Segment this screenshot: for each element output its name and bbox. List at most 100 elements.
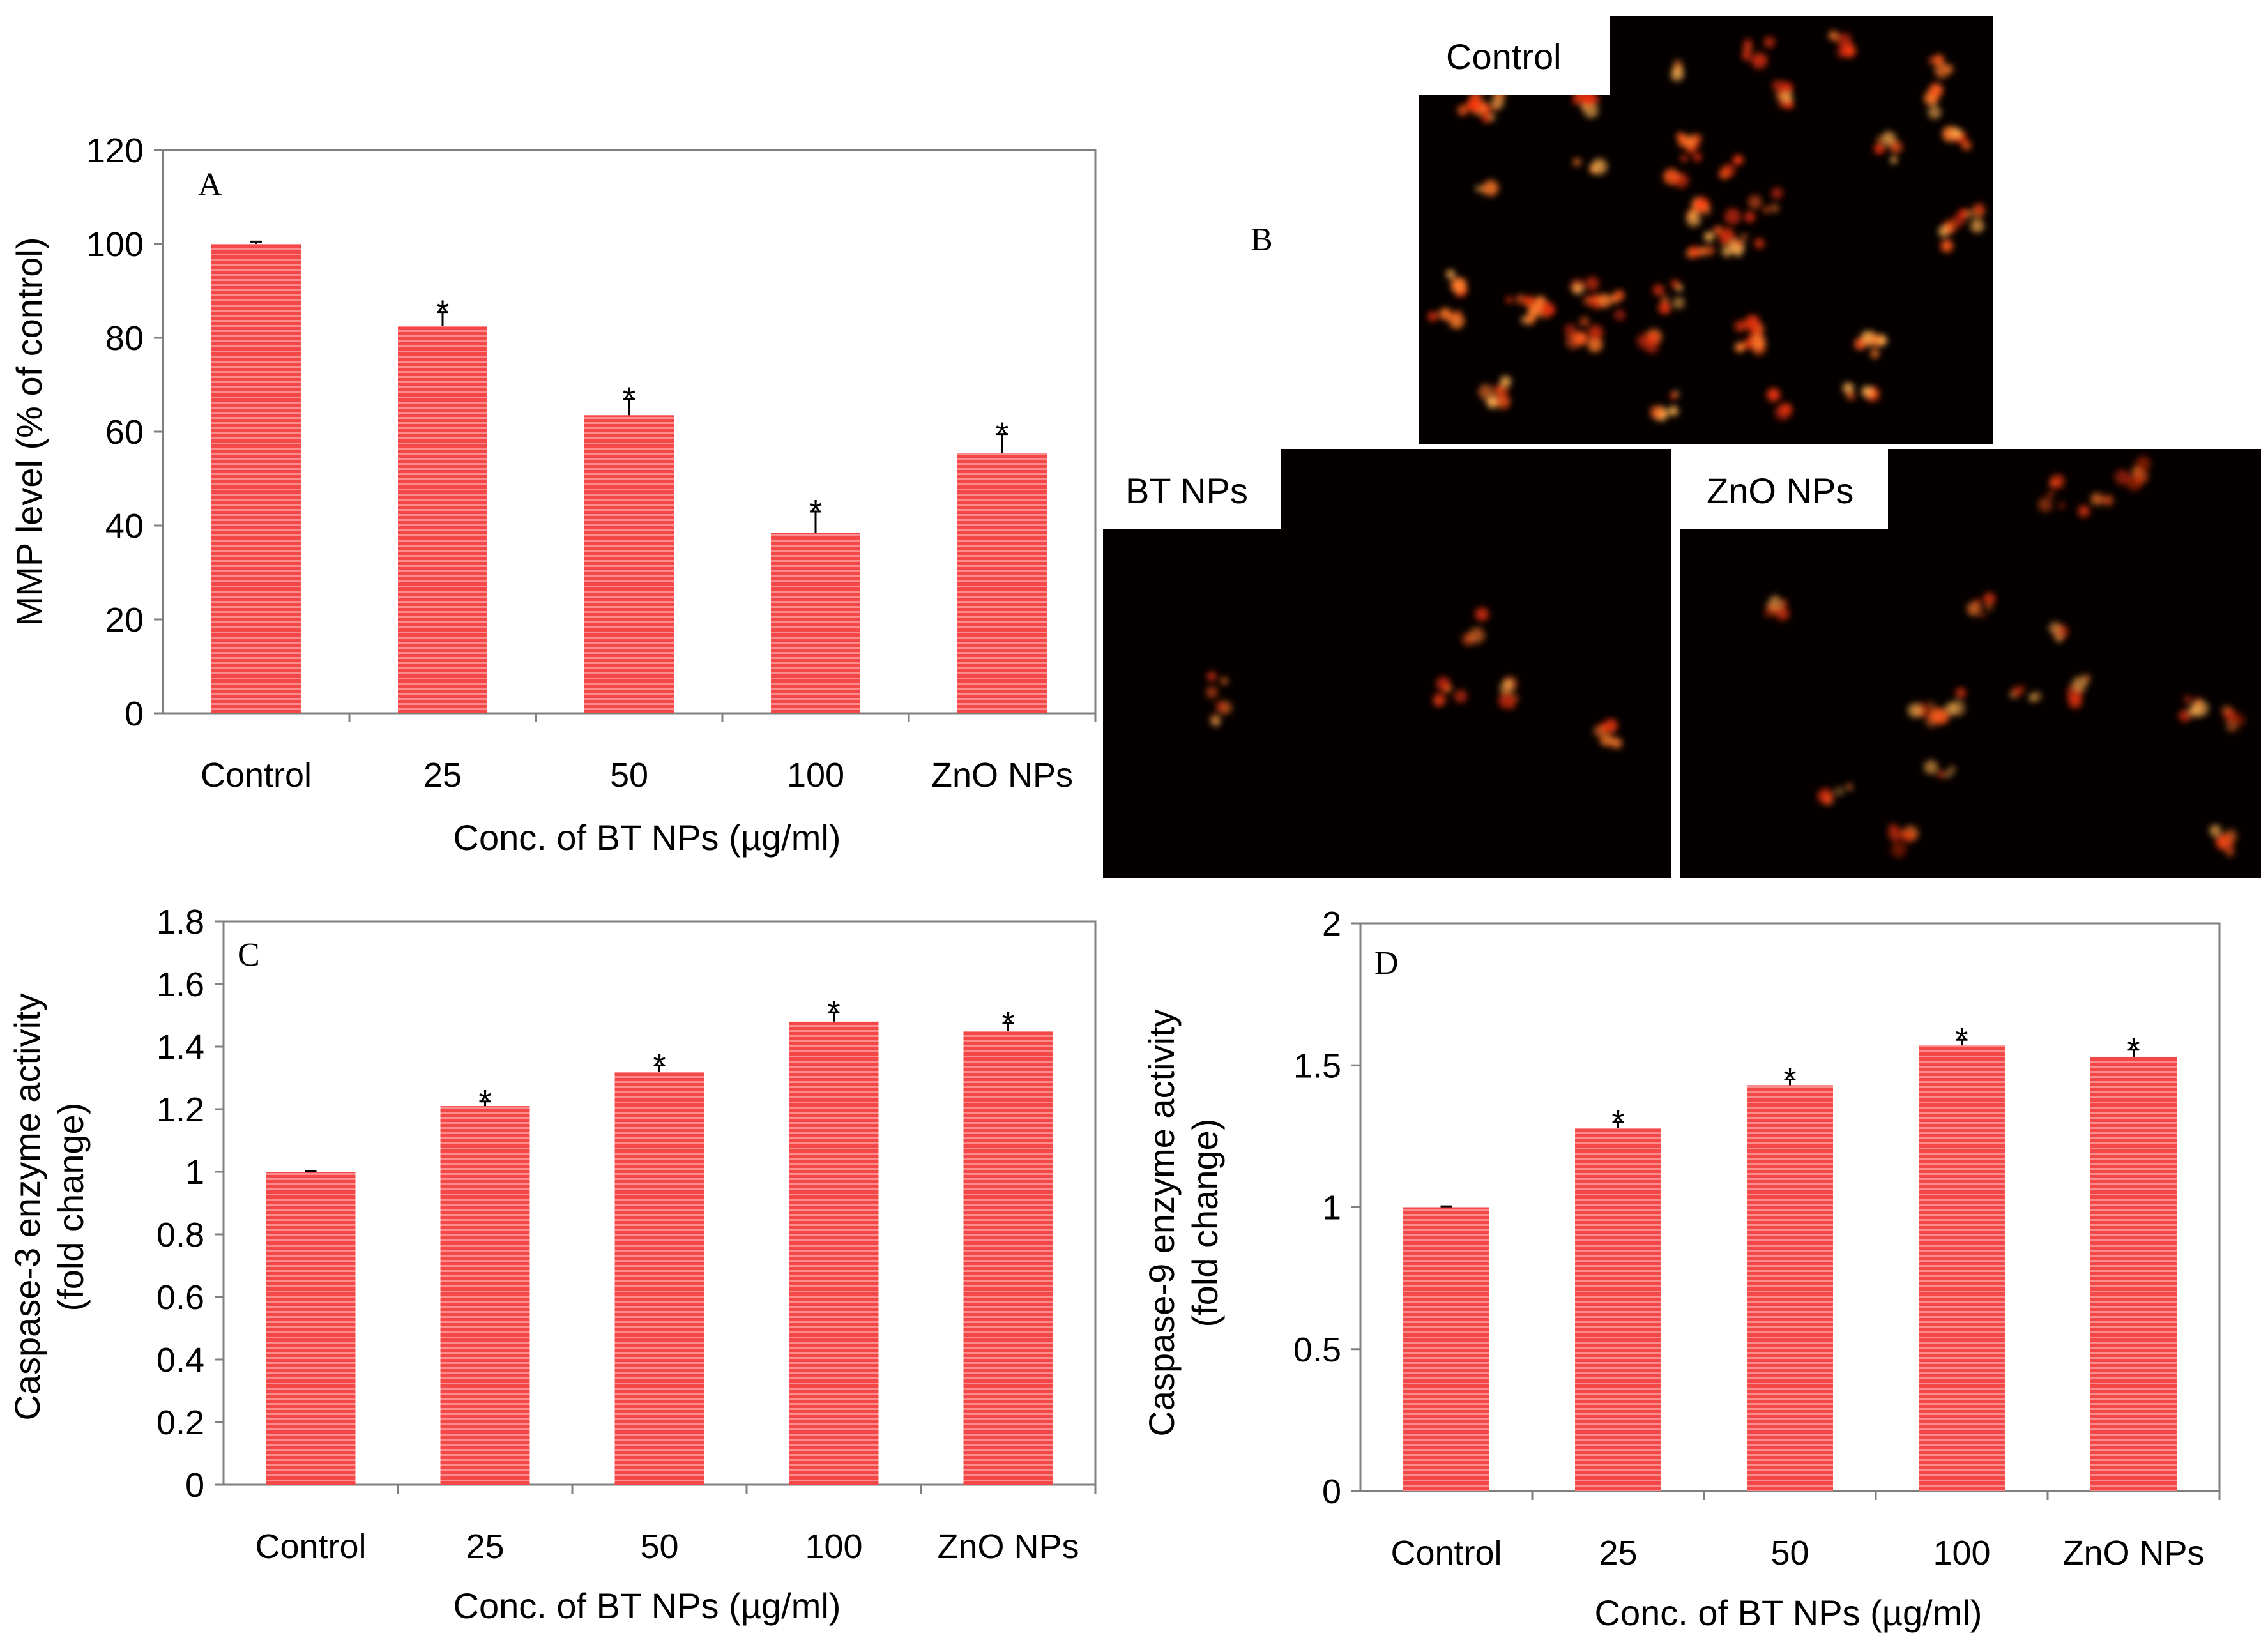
- cell-spot: [1763, 605, 1776, 618]
- cell-spot: [1661, 296, 1669, 303]
- cell-spot: [2037, 497, 2053, 512]
- cell-spot: [1613, 289, 1625, 301]
- cell-spot: [1528, 304, 1541, 317]
- cell-spot: [1733, 155, 1744, 165]
- cell-spot: [1445, 269, 1456, 279]
- cell-spot: [1979, 612, 1986, 619]
- cell-spot: [1967, 602, 1981, 616]
- cell-spot: [1861, 386, 1873, 397]
- cell-spot: [1587, 337, 1603, 352]
- cell-spot: [1870, 349, 1880, 358]
- x-axis-ticks: Control 25 50 100 ZnO NPs: [201, 713, 1097, 794]
- cell-spot: [1505, 679, 1512, 687]
- y-axis-ticks: 0 20 40 60 80 100 120: [86, 132, 163, 733]
- cell-spot: [1741, 49, 1751, 59]
- cell-spot: [1929, 83, 1944, 98]
- chart-panel-d: 0 0.5 1 1.5 2 * * * * Control 25 50 100 ZnO NPs D C…: [1141, 905, 2221, 1633]
- significance-marker: *: [478, 1084, 491, 1121]
- cell-spot: [1579, 317, 1590, 327]
- y-axis-title-line-1: Caspase-3 enzyme activity: [7, 993, 47, 1420]
- bar: [963, 1031, 1053, 1485]
- cell-spot: [2102, 494, 2114, 506]
- x-tick-label: 50: [610, 756, 648, 794]
- cell-spot: [1693, 153, 1702, 162]
- cell-spot: [1945, 771, 1952, 778]
- x-tick-label: ZnO NPs: [931, 756, 1073, 794]
- cell-spot: [1747, 195, 1762, 209]
- cell-spot: [1779, 101, 1786, 108]
- y-tick-label: 0: [185, 1466, 204, 1504]
- cell-spot: [1215, 701, 1226, 712]
- bar-series: * * * *: [266, 994, 1053, 1485]
- y-tick-label: 1: [1322, 1189, 1341, 1227]
- cell-spot: [1785, 100, 1794, 109]
- cell-spot: [1952, 214, 1965, 227]
- cell-spot: [2048, 490, 2055, 498]
- cell-spot: [2179, 709, 2191, 722]
- cell-spot: [1588, 324, 1604, 340]
- y-axis-title-line-2: (fold change): [1185, 1119, 1225, 1328]
- cell-spot: [1475, 607, 1489, 621]
- chart-panel-a: 0 20 40 60 80 100 120 * * * * Control 25 50 100 ZnO N…: [9, 132, 1097, 858]
- cell-spot: [1951, 128, 1962, 139]
- panel-letter-d: D: [1374, 945, 1399, 981]
- x-axis-title: Conc. of BT NPs (µg/ml): [453, 1586, 841, 1626]
- cell-spot: [1733, 248, 1743, 257]
- y-axis-title-line-2: (fold change): [50, 1103, 91, 1312]
- cell-spot: [1949, 700, 1966, 716]
- cell-spot: [1948, 766, 1956, 774]
- y-tick-label: 0.8: [156, 1216, 204, 1254]
- cell-spot: [1928, 105, 1942, 119]
- y-tick-label: 0.5: [1293, 1331, 1341, 1369]
- cell-spot: [1478, 384, 1494, 400]
- cell-spot: [1763, 206, 1770, 214]
- y-tick-label: 120: [86, 132, 144, 170]
- x-tick-label: 25: [423, 756, 462, 794]
- cell-spot: [1611, 738, 1622, 749]
- cell-spot: [1498, 692, 1514, 709]
- chart-panel-c: 0 0.2 0.4 0.6 0.8 1 1.2 1.4 1.6 1.8 * * * * Control 2…: [7, 903, 1097, 1626]
- cell-spot: [1516, 294, 1526, 305]
- y-tick-label: 40: [105, 507, 144, 545]
- y-tick-label: 0.2: [156, 1404, 204, 1442]
- fluorescent-cells: [1763, 456, 2246, 858]
- cell-spot: [1744, 339, 1753, 349]
- cell-spot: [1974, 203, 1985, 215]
- cell-spot: [1846, 391, 1855, 400]
- cell-spot: [1645, 340, 1659, 354]
- y-tick-label: 1.4: [156, 1028, 204, 1066]
- cell-spot: [1868, 333, 1883, 348]
- significance-marker: *: [1611, 1104, 1624, 1141]
- cell-spot: [2068, 694, 2083, 709]
- cell-spot: [1482, 180, 1499, 197]
- cell-spot: [1677, 132, 1686, 141]
- cell-spot: [1505, 296, 1513, 303]
- cell-spot: [1206, 686, 1218, 699]
- cell-spot: [1682, 135, 1694, 147]
- cell-spot: [1854, 338, 1866, 350]
- cell-spot: [1565, 333, 1581, 349]
- cell-spot: [1457, 105, 1468, 116]
- micrograph-label-box: [1680, 449, 1888, 529]
- y-tick-label: 1.6: [156, 966, 204, 1004]
- cell-spot: [1743, 38, 1753, 49]
- significance-marker: *: [996, 416, 1008, 453]
- cell-spot: [1449, 313, 1465, 329]
- cell-spot: [1592, 294, 1599, 301]
- cell-spot: [2048, 621, 2062, 635]
- panel-letter-c: C: [238, 937, 260, 973]
- cell-spot: [1436, 676, 1450, 691]
- significance-marker: *: [653, 1047, 666, 1084]
- cell-spot: [1837, 47, 1848, 58]
- cell-spot: [1961, 140, 1972, 151]
- bar: [398, 326, 487, 713]
- cell-spot: [1776, 607, 1790, 621]
- x-tick-label: 100: [805, 1527, 862, 1566]
- significance-marker: *: [436, 294, 449, 331]
- cell-spot: [2059, 502, 2066, 509]
- cell-spot: [1888, 826, 1903, 842]
- micrograph-zno-nps: ZnO NPs: [1680, 449, 2261, 878]
- cell-spot: [1774, 405, 1790, 421]
- cell-spot: [1704, 231, 1714, 242]
- cell-spot: [1720, 238, 1727, 245]
